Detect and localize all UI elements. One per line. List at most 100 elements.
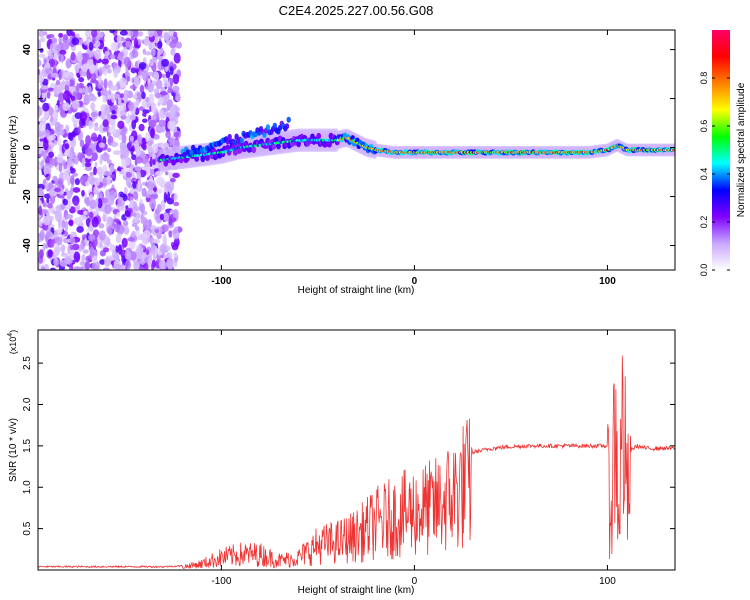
noise-blob [54, 187, 61, 193]
noise-blob [129, 114, 136, 121]
spectrogram-y-ticks: -40 -20 0 20 40 [22, 44, 675, 253]
noise-blob [110, 115, 118, 120]
noise-blob [71, 37, 80, 46]
noise-blob [131, 30, 139, 38]
noise-blob [112, 150, 121, 156]
noise-blob [44, 181, 50, 190]
noise-blob [147, 82, 155, 93]
noise-blob [88, 194, 94, 201]
noise-blob [121, 237, 128, 248]
noise-blob [157, 30, 163, 37]
noise-blob [133, 76, 137, 83]
noise-blob [112, 249, 117, 259]
noise-blob [104, 106, 111, 117]
noise-blob [85, 181, 90, 187]
noise-blob [141, 91, 146, 100]
noise-blob [73, 200, 79, 206]
noise-blob [62, 198, 68, 206]
noise-blob [161, 224, 169, 233]
noise-blob [174, 106, 180, 113]
noise-blob [38, 187, 44, 198]
noise-blob [164, 183, 172, 189]
noise-blob [42, 242, 46, 251]
noise-blob [172, 73, 180, 85]
noise-blob [137, 31, 144, 37]
noise-blob [138, 74, 144, 79]
noise-blob [109, 54, 116, 59]
noise-blob [150, 128, 155, 139]
noise-blob [160, 199, 166, 211]
noise-blob [161, 125, 166, 133]
noise-blob [90, 72, 97, 83]
noise-blob [149, 168, 155, 176]
noise-blob [98, 223, 105, 229]
noise-blob [152, 238, 160, 244]
noise-blob [103, 247, 110, 253]
noise-blob [42, 102, 50, 112]
noise-blob [94, 126, 99, 132]
noise-blob [70, 95, 76, 102]
noise-blob [43, 165, 47, 176]
noise-blob [93, 166, 97, 176]
noise-blob [47, 249, 53, 258]
noise-blob [157, 47, 164, 55]
noise-blob [38, 199, 42, 206]
noise-blob [130, 251, 137, 261]
noise-blob [114, 263, 122, 270]
colorbar-tick-label: 0.2 [699, 216, 709, 229]
noise-blob [106, 132, 111, 137]
noise-blob [40, 208, 48, 215]
noise-blob [143, 51, 152, 56]
noise-blob [38, 249, 44, 259]
noise-blob [165, 71, 171, 79]
noise-blob [121, 168, 129, 173]
x-tick-label: 0 [412, 276, 418, 287]
noise-blob [103, 78, 108, 90]
noise-blob [106, 174, 111, 186]
noise-blob [115, 245, 119, 254]
noise-blob [62, 39, 70, 51]
noise-blob [94, 122, 99, 127]
noise-blob [49, 158, 58, 166]
x-tick-label: 100 [599, 576, 616, 587]
noise-blob [52, 109, 59, 120]
noise-blob [131, 145, 135, 152]
noise-blob [104, 203, 112, 215]
colorbar-ticks: 0.0 0.2 0.4 0.6 0.8 [699, 72, 730, 276]
noise-blob [133, 191, 139, 200]
noise-blob [38, 205, 43, 216]
noise-blob [140, 203, 145, 214]
noise-blob [167, 120, 174, 130]
noise-blob [147, 145, 153, 153]
noise-blob [144, 132, 150, 143]
noise-blob [91, 262, 98, 270]
noise-blob [88, 85, 92, 95]
noise-blob [175, 116, 179, 122]
noise-blob [61, 219, 66, 229]
noise-blob [84, 162, 92, 168]
noise-blob [120, 114, 127, 120]
noise-blob [104, 170, 111, 177]
signal-blob [316, 132, 322, 140]
noise-blob [159, 243, 167, 254]
noise-blob [123, 186, 128, 196]
noise-blob [88, 41, 94, 52]
noise-blob [154, 228, 160, 234]
noise-blob [109, 30, 116, 34]
snr-multiplier: (x104) [7, 330, 18, 354]
noise-blob [119, 30, 128, 36]
noise-blob [163, 212, 169, 222]
noise-blob [125, 40, 132, 48]
noise-blob [53, 86, 61, 95]
noise-blob [72, 172, 78, 177]
noise-blob [58, 92, 65, 103]
noise-blob [130, 135, 134, 142]
noise-blob [155, 170, 163, 177]
noise-blob [149, 61, 154, 67]
y-tick-label: 0 [22, 144, 33, 150]
branch-blob [232, 139, 238, 146]
noise-blob [171, 243, 179, 251]
noise-blob [102, 267, 110, 270]
noise-blob [64, 80, 71, 86]
noise-blob [146, 167, 151, 178]
